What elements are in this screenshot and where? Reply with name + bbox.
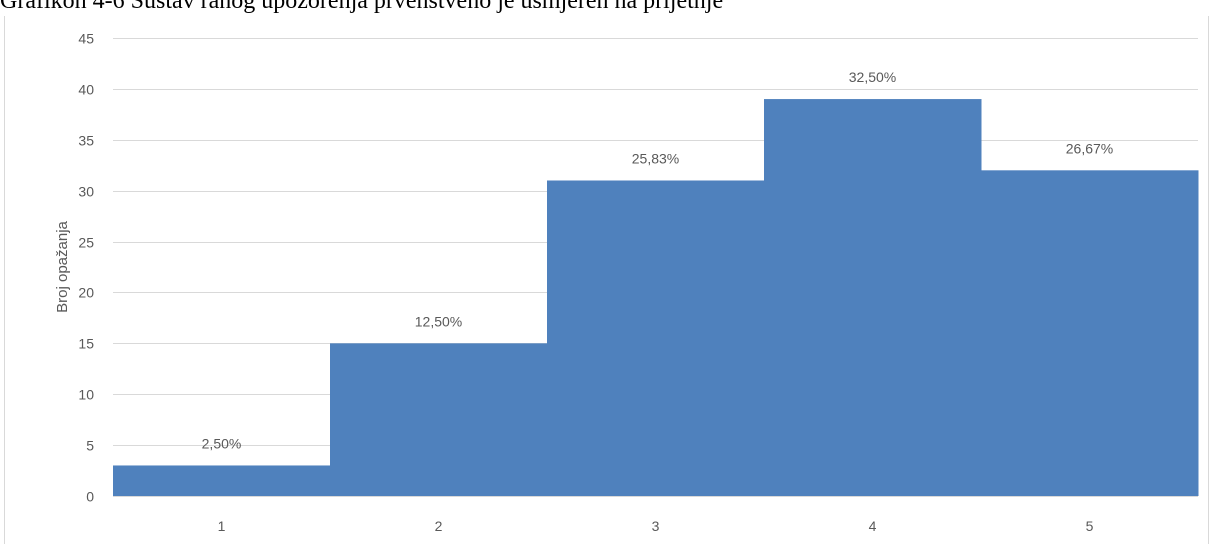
y-tick-label: 35 bbox=[78, 133, 94, 149]
chart-frame bbox=[4, 16, 1209, 544]
y-tick-label: 25 bbox=[78, 235, 94, 251]
y-tick-label: 20 bbox=[78, 285, 94, 301]
y-tick-label: 5 bbox=[86, 438, 94, 454]
bar bbox=[547, 180, 765, 496]
data-label: 2,50% bbox=[202, 435, 242, 451]
data-labels: 2,50% 12,50% 25,83% 32,50% 26,67% bbox=[202, 69, 1114, 451]
x-tick-label: 3 bbox=[652, 518, 660, 534]
y-tick-labels: 0 5 10 15 20 25 30 35 40 45 bbox=[78, 31, 94, 505]
bar bbox=[113, 465, 331, 496]
data-label: 32,50% bbox=[849, 69, 896, 85]
y-tick-label: 40 bbox=[78, 82, 94, 98]
y-tick-label: 10 bbox=[78, 387, 94, 403]
y-tick-label: 0 bbox=[86, 489, 94, 505]
bar bbox=[330, 343, 548, 496]
y-tick-label: 15 bbox=[78, 336, 94, 352]
x-tick-label: 4 bbox=[869, 518, 877, 534]
x-tick-labels: 1 2 3 4 5 bbox=[218, 518, 1094, 534]
bars bbox=[113, 99, 1199, 497]
bar bbox=[764, 99, 982, 497]
x-tick-label: 1 bbox=[218, 518, 226, 534]
y-axis-title: Broj opažanja bbox=[54, 220, 71, 312]
data-label: 12,50% bbox=[415, 313, 462, 329]
figure-caption: Grafikon 4-6 Sustav ranog upozorenja prv… bbox=[0, 0, 724, 14]
x-tick-label: 2 bbox=[435, 518, 443, 534]
data-label: 25,83% bbox=[632, 150, 679, 166]
y-tick-label: 45 bbox=[78, 31, 94, 47]
y-tick-label: 30 bbox=[78, 184, 94, 200]
x-tick-label: 5 bbox=[1086, 518, 1094, 534]
data-label: 26,67% bbox=[1066, 140, 1113, 156]
bar bbox=[981, 170, 1199, 497]
